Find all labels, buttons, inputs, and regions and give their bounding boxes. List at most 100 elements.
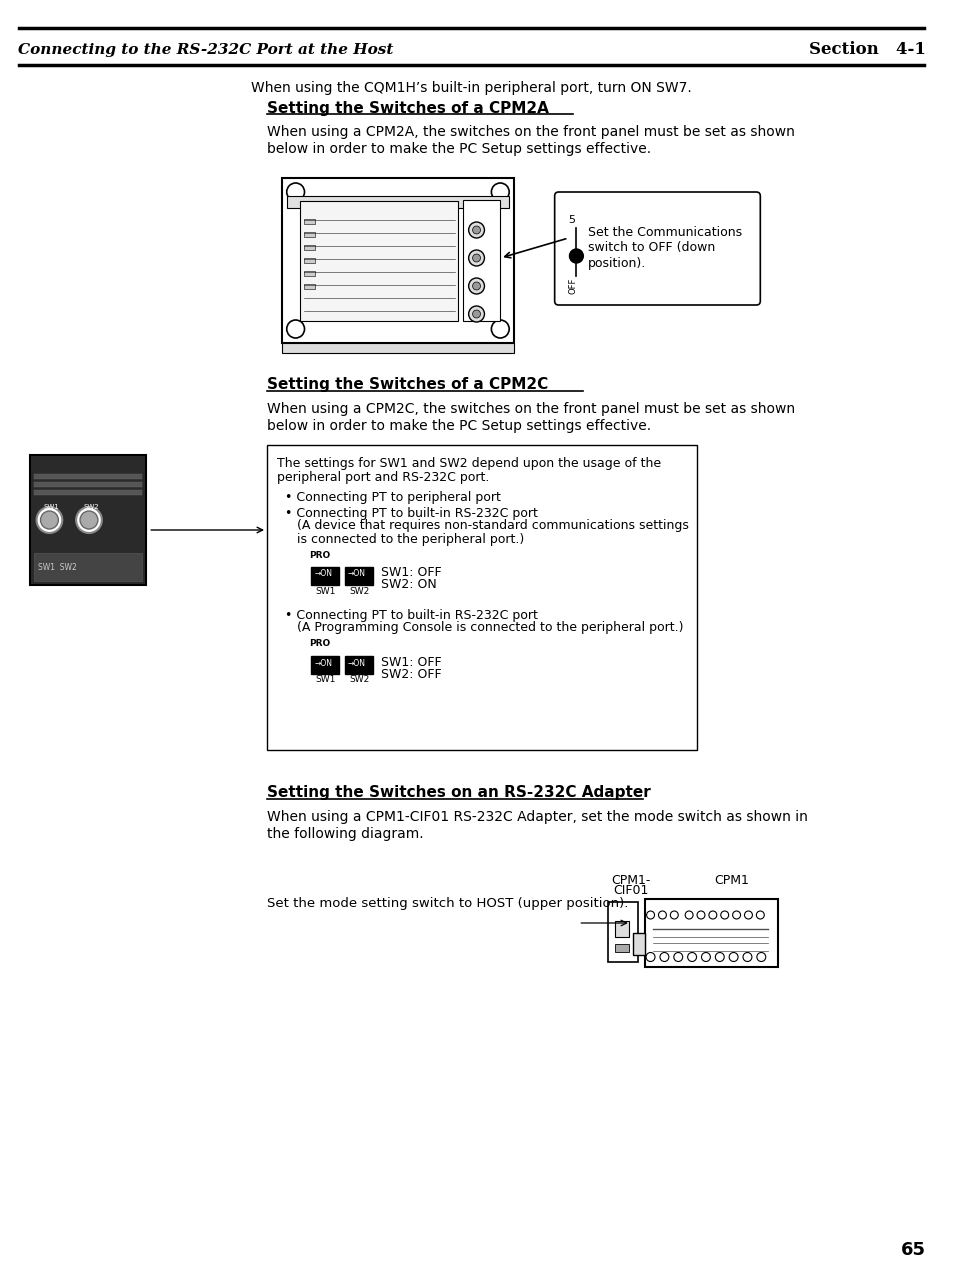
Text: 65: 65: [900, 1241, 924, 1259]
Text: CIF01: CIF01: [613, 885, 648, 898]
Circle shape: [468, 222, 484, 238]
Text: SW2: SW2: [83, 503, 98, 510]
Circle shape: [36, 507, 62, 533]
Text: peripheral port and RS-232C port.: peripheral port and RS-232C port.: [276, 470, 489, 483]
Circle shape: [670, 910, 678, 919]
Circle shape: [687, 952, 696, 961]
Text: Setting the Switches on an RS-232C Adapter: Setting the Switches on an RS-232C Adapt…: [267, 785, 650, 800]
Text: Setting the Switches of a CPM2A: Setting the Switches of a CPM2A: [267, 100, 548, 115]
Text: SW1  SW2: SW1 SW2: [37, 563, 76, 572]
Text: (A device that requires non-standard communications settings: (A device that requires non-standard com…: [296, 520, 688, 533]
Bar: [615, 943, 628, 952]
Text: • Connecting PT to built-in RS-232C port: • Connecting PT to built-in RS-232C port: [284, 609, 537, 621]
Text: is connected to the peripheral port.): is connected to the peripheral port.): [296, 533, 523, 545]
Circle shape: [728, 952, 738, 961]
Circle shape: [491, 320, 509, 339]
Text: →ON: →ON: [348, 658, 366, 667]
Circle shape: [646, 910, 654, 919]
Text: OFF: OFF: [568, 278, 577, 294]
Bar: [303, 232, 315, 237]
Circle shape: [287, 320, 304, 339]
Circle shape: [569, 249, 582, 262]
Bar: [267, 445, 697, 749]
Text: When using the CQM1H’s built-in peripheral port, turn ON SW7.: When using the CQM1H’s built-in peripher…: [251, 81, 691, 95]
Text: SW1: SW1: [44, 503, 59, 510]
Bar: [33, 474, 142, 479]
Text: SW1: SW1: [315, 676, 335, 685]
Bar: [33, 553, 142, 581]
Text: →ON: →ON: [314, 658, 332, 667]
Circle shape: [720, 910, 728, 919]
Circle shape: [645, 952, 655, 961]
Bar: [33, 489, 142, 495]
Circle shape: [491, 183, 509, 202]
Text: Set the mode setting switch to HOST (upper position).: Set the mode setting switch to HOST (upp…: [267, 896, 628, 909]
Bar: [30, 455, 146, 585]
Bar: [345, 567, 373, 585]
Bar: [345, 656, 373, 675]
Text: switch to OFF (down: switch to OFF (down: [588, 241, 715, 255]
Text: The settings for SW1 and SW2 depend upon the usage of the: The settings for SW1 and SW2 depend upon…: [276, 456, 660, 469]
Circle shape: [472, 281, 480, 290]
Circle shape: [708, 910, 716, 919]
Bar: [33, 482, 142, 487]
Circle shape: [468, 306, 484, 322]
Bar: [299, 202, 457, 321]
Bar: [607, 902, 637, 962]
Text: SW2: OFF: SW2: OFF: [380, 667, 441, 681]
Circle shape: [697, 910, 704, 919]
Bar: [632, 933, 644, 955]
Circle shape: [673, 952, 682, 961]
Text: Section   4-1: Section 4-1: [808, 42, 924, 58]
Circle shape: [715, 952, 723, 961]
Bar: [303, 245, 315, 250]
Text: the following diagram.: the following diagram.: [267, 827, 423, 841]
Bar: [303, 271, 315, 276]
Text: SW1: OFF: SW1: OFF: [380, 656, 441, 668]
Bar: [644, 899, 778, 967]
Circle shape: [743, 910, 752, 919]
Text: below in order to make the PC Setup settings effective.: below in order to make the PC Setup sett…: [267, 142, 650, 156]
Text: When using a CPM2C, the switches on the front panel must be set as shown: When using a CPM2C, the switches on the …: [267, 402, 794, 416]
Circle shape: [732, 910, 740, 919]
Text: →ON: →ON: [314, 569, 332, 578]
Text: SW2: ON: SW2: ON: [380, 578, 436, 591]
Text: • Connecting PT to peripheral port: • Connecting PT to peripheral port: [284, 491, 500, 503]
Circle shape: [742, 952, 751, 961]
Bar: [303, 284, 315, 289]
Circle shape: [468, 250, 484, 266]
Text: SW1: SW1: [315, 587, 335, 596]
Circle shape: [756, 910, 763, 919]
Text: 5: 5: [568, 216, 575, 224]
Text: When using a CPM1-CIF01 RS-232C Adapter, set the mode switch as shown in: When using a CPM1-CIF01 RS-232C Adapter,…: [267, 810, 807, 824]
Text: Set the Communications: Set the Communications: [588, 226, 741, 238]
Circle shape: [76, 507, 102, 533]
Text: SW1: OFF: SW1: OFF: [380, 567, 441, 579]
Bar: [311, 567, 338, 585]
Circle shape: [700, 952, 710, 961]
Text: • Connecting PT to built-in RS-232C port: • Connecting PT to built-in RS-232C port: [284, 506, 537, 520]
Text: CPM1: CPM1: [714, 874, 748, 886]
Text: position).: position).: [588, 256, 646, 270]
Circle shape: [756, 952, 765, 961]
Bar: [281, 344, 514, 353]
Circle shape: [40, 511, 58, 529]
Text: PRO: PRO: [309, 639, 330, 648]
Text: SW2: SW2: [349, 676, 369, 685]
Text: Setting the Switches of a CPM2C: Setting the Switches of a CPM2C: [267, 378, 548, 393]
Circle shape: [659, 952, 668, 961]
Text: When using a CPM2A, the switches on the front panel must be set as shown: When using a CPM2A, the switches on the …: [267, 126, 794, 139]
Bar: [615, 921, 628, 937]
Bar: [303, 219, 315, 224]
Circle shape: [472, 226, 480, 235]
Circle shape: [684, 910, 693, 919]
Bar: [311, 656, 338, 675]
Text: Connecting to the RS-232C Port at the Host: Connecting to the RS-232C Port at the Ho…: [18, 43, 393, 57]
Bar: [303, 257, 315, 262]
Text: →ON: →ON: [348, 569, 366, 578]
Text: PRO: PRO: [309, 550, 330, 559]
Text: (A Programming Console is connected to the peripheral port.): (A Programming Console is connected to t…: [296, 621, 682, 634]
Text: CPM1-: CPM1-: [611, 874, 650, 886]
Circle shape: [658, 910, 666, 919]
FancyBboxPatch shape: [554, 191, 760, 306]
